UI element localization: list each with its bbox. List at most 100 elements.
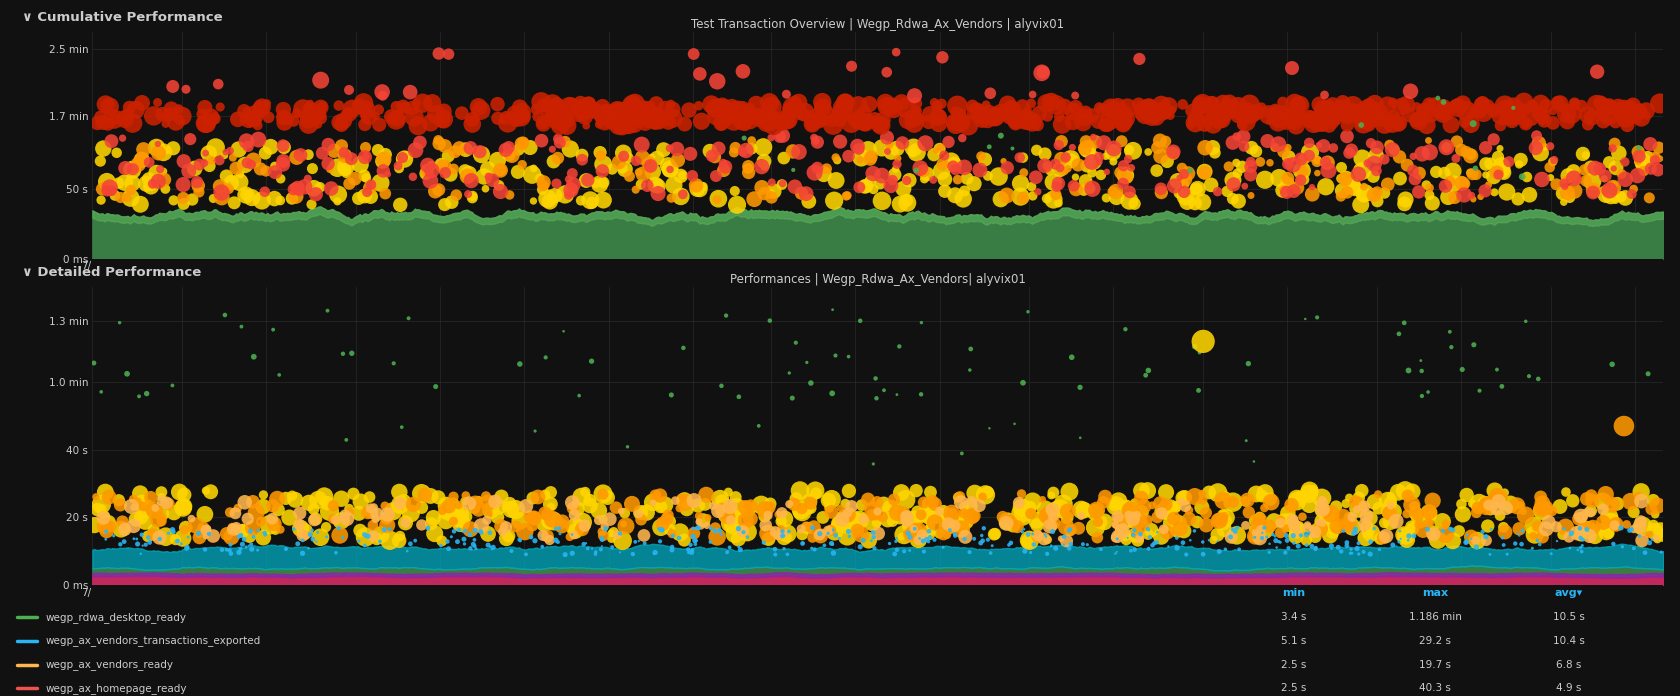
Point bbox=[1001, 118, 1028, 129]
Point bbox=[1074, 145, 1100, 157]
Point bbox=[521, 196, 548, 207]
Point bbox=[1284, 493, 1310, 504]
Point bbox=[1178, 535, 1205, 546]
Point bbox=[208, 544, 235, 555]
Point bbox=[598, 115, 625, 126]
Point bbox=[882, 47, 909, 58]
Point bbox=[1001, 115, 1028, 126]
Point bbox=[1525, 138, 1552, 149]
Point bbox=[1295, 499, 1322, 510]
Point bbox=[1468, 526, 1495, 537]
Point bbox=[882, 548, 909, 560]
Point bbox=[314, 498, 341, 509]
Point bbox=[175, 541, 202, 553]
Point bbox=[1603, 116, 1630, 127]
Point bbox=[538, 498, 564, 509]
Point bbox=[1233, 435, 1260, 446]
Point bbox=[259, 500, 286, 512]
Point bbox=[1453, 536, 1480, 547]
Point bbox=[563, 498, 590, 509]
Point bbox=[716, 542, 743, 553]
Point bbox=[507, 535, 534, 546]
Point bbox=[837, 531, 864, 542]
Point bbox=[665, 503, 692, 514]
Point bbox=[1373, 530, 1399, 541]
Point bbox=[1213, 107, 1240, 118]
Point bbox=[892, 494, 919, 505]
Point bbox=[1596, 98, 1623, 109]
Point bbox=[1297, 147, 1324, 158]
Point bbox=[556, 531, 583, 542]
Point bbox=[783, 493, 810, 505]
Point bbox=[860, 115, 887, 126]
Point bbox=[813, 163, 840, 174]
Point bbox=[949, 507, 976, 519]
Point bbox=[1381, 512, 1408, 523]
Point bbox=[1084, 532, 1110, 543]
Point bbox=[94, 176, 121, 187]
Point bbox=[1304, 168, 1331, 179]
Point bbox=[81, 358, 108, 369]
Point bbox=[704, 194, 731, 205]
Point bbox=[664, 143, 690, 155]
Point bbox=[459, 192, 486, 203]
Point bbox=[902, 485, 929, 496]
Point bbox=[143, 167, 170, 178]
Point bbox=[234, 105, 260, 116]
Point bbox=[440, 525, 467, 537]
Point bbox=[978, 548, 1005, 559]
Point bbox=[961, 178, 988, 189]
Point bbox=[1547, 501, 1574, 512]
Point bbox=[371, 524, 398, 535]
Point bbox=[1236, 99, 1263, 110]
Point bbox=[904, 105, 931, 116]
Point bbox=[227, 543, 254, 554]
Point bbox=[911, 166, 937, 177]
Point bbox=[1509, 171, 1536, 182]
Point bbox=[958, 500, 984, 512]
Point bbox=[1100, 143, 1127, 154]
Point bbox=[675, 544, 702, 555]
Point bbox=[539, 516, 566, 527]
Point bbox=[571, 104, 598, 115]
Point bbox=[1574, 109, 1601, 120]
Point bbox=[299, 163, 326, 174]
Point bbox=[1285, 175, 1312, 187]
Point bbox=[679, 171, 706, 182]
Point bbox=[689, 116, 716, 127]
Point bbox=[795, 523, 822, 534]
Point bbox=[801, 485, 828, 496]
Point bbox=[615, 109, 642, 120]
Point bbox=[833, 530, 860, 541]
Point bbox=[707, 380, 734, 391]
Point bbox=[806, 530, 833, 541]
Point bbox=[1040, 487, 1067, 498]
Point bbox=[1287, 100, 1314, 111]
Point bbox=[1604, 102, 1631, 113]
Point bbox=[1445, 102, 1472, 113]
Point bbox=[1463, 535, 1490, 546]
Point bbox=[1191, 106, 1218, 118]
Point bbox=[934, 529, 961, 540]
Point bbox=[1206, 514, 1233, 525]
Point bbox=[820, 525, 847, 536]
Point bbox=[835, 509, 862, 520]
Point bbox=[331, 164, 358, 175]
Point bbox=[1472, 142, 1499, 153]
Point bbox=[475, 509, 502, 520]
Point bbox=[571, 111, 598, 122]
Point bbox=[1525, 108, 1552, 119]
Point bbox=[600, 108, 627, 119]
Point bbox=[860, 527, 887, 538]
Point bbox=[270, 142, 297, 153]
Point bbox=[1420, 198, 1446, 209]
Point bbox=[114, 368, 141, 379]
Point bbox=[533, 489, 559, 500]
Point bbox=[1314, 157, 1341, 168]
Point bbox=[202, 113, 228, 124]
Point bbox=[133, 503, 160, 514]
Point bbox=[1352, 532, 1379, 544]
Point bbox=[385, 160, 412, 171]
Point bbox=[1320, 143, 1347, 154]
Point bbox=[722, 142, 749, 153]
